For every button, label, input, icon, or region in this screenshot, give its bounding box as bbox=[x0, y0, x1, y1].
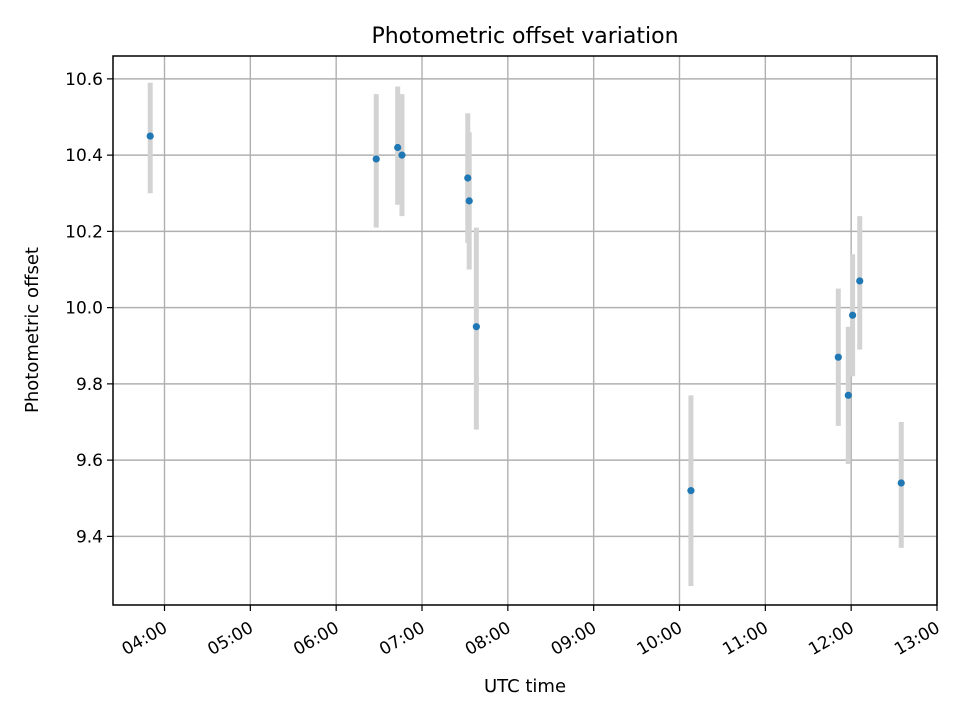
y-tick-label: 9.6 bbox=[76, 451, 103, 471]
x-tick-label: 13:00 bbox=[891, 618, 943, 660]
x-tick-label: 11:00 bbox=[719, 618, 771, 660]
data-point bbox=[472, 323, 480, 331]
data-point bbox=[856, 277, 864, 285]
x-axis-label: UTC time bbox=[484, 676, 566, 697]
data-point bbox=[394, 143, 402, 152]
data-point bbox=[834, 353, 842, 361]
x-tick-label: 06:00 bbox=[290, 618, 342, 660]
data-point bbox=[897, 479, 905, 487]
y-tick-label: 9.4 bbox=[76, 527, 103, 547]
y-axis-label: Photometric offset bbox=[22, 247, 43, 413]
y-axis-ticks: 9.4 9.6 9.8 10.0 10.2 10.4 10.6 bbox=[65, 70, 113, 547]
data-point bbox=[465, 197, 473, 205]
error-bars bbox=[147, 82, 904, 586]
y-tick-label: 10.4 bbox=[65, 146, 103, 166]
x-tick-label: 12:00 bbox=[805, 618, 857, 660]
data-points bbox=[146, 132, 905, 495]
data-point bbox=[146, 132, 154, 140]
x-tick-label: 07:00 bbox=[376, 618, 428, 660]
x-tick-label: 04:00 bbox=[119, 618, 171, 660]
y-tick-label: 10.2 bbox=[65, 222, 103, 242]
grid-lines bbox=[113, 56, 938, 605]
x-tick-label: 09:00 bbox=[548, 618, 600, 660]
chart-title: Photometric offset variation bbox=[371, 24, 678, 49]
x-tick-label: 10:00 bbox=[634, 618, 686, 660]
x-tick-label: 05:00 bbox=[204, 618, 256, 660]
x-axis-ticks: 04:00 05:00 06:00 07:00 08:00 09:00 10:00 11:00… bbox=[119, 605, 944, 660]
data-point bbox=[844, 391, 852, 399]
data-point bbox=[372, 155, 380, 163]
data-point bbox=[398, 151, 406, 159]
data-point bbox=[687, 487, 695, 495]
y-tick-label: 9.8 bbox=[76, 375, 103, 395]
y-tick-label: 10.6 bbox=[65, 70, 103, 90]
plot-frame bbox=[112, 55, 938, 606]
data-point bbox=[848, 311, 857, 319]
x-tick-label: 08:00 bbox=[462, 618, 514, 660]
data-point bbox=[464, 174, 472, 182]
y-tick-label: 10.0 bbox=[65, 299, 103, 319]
